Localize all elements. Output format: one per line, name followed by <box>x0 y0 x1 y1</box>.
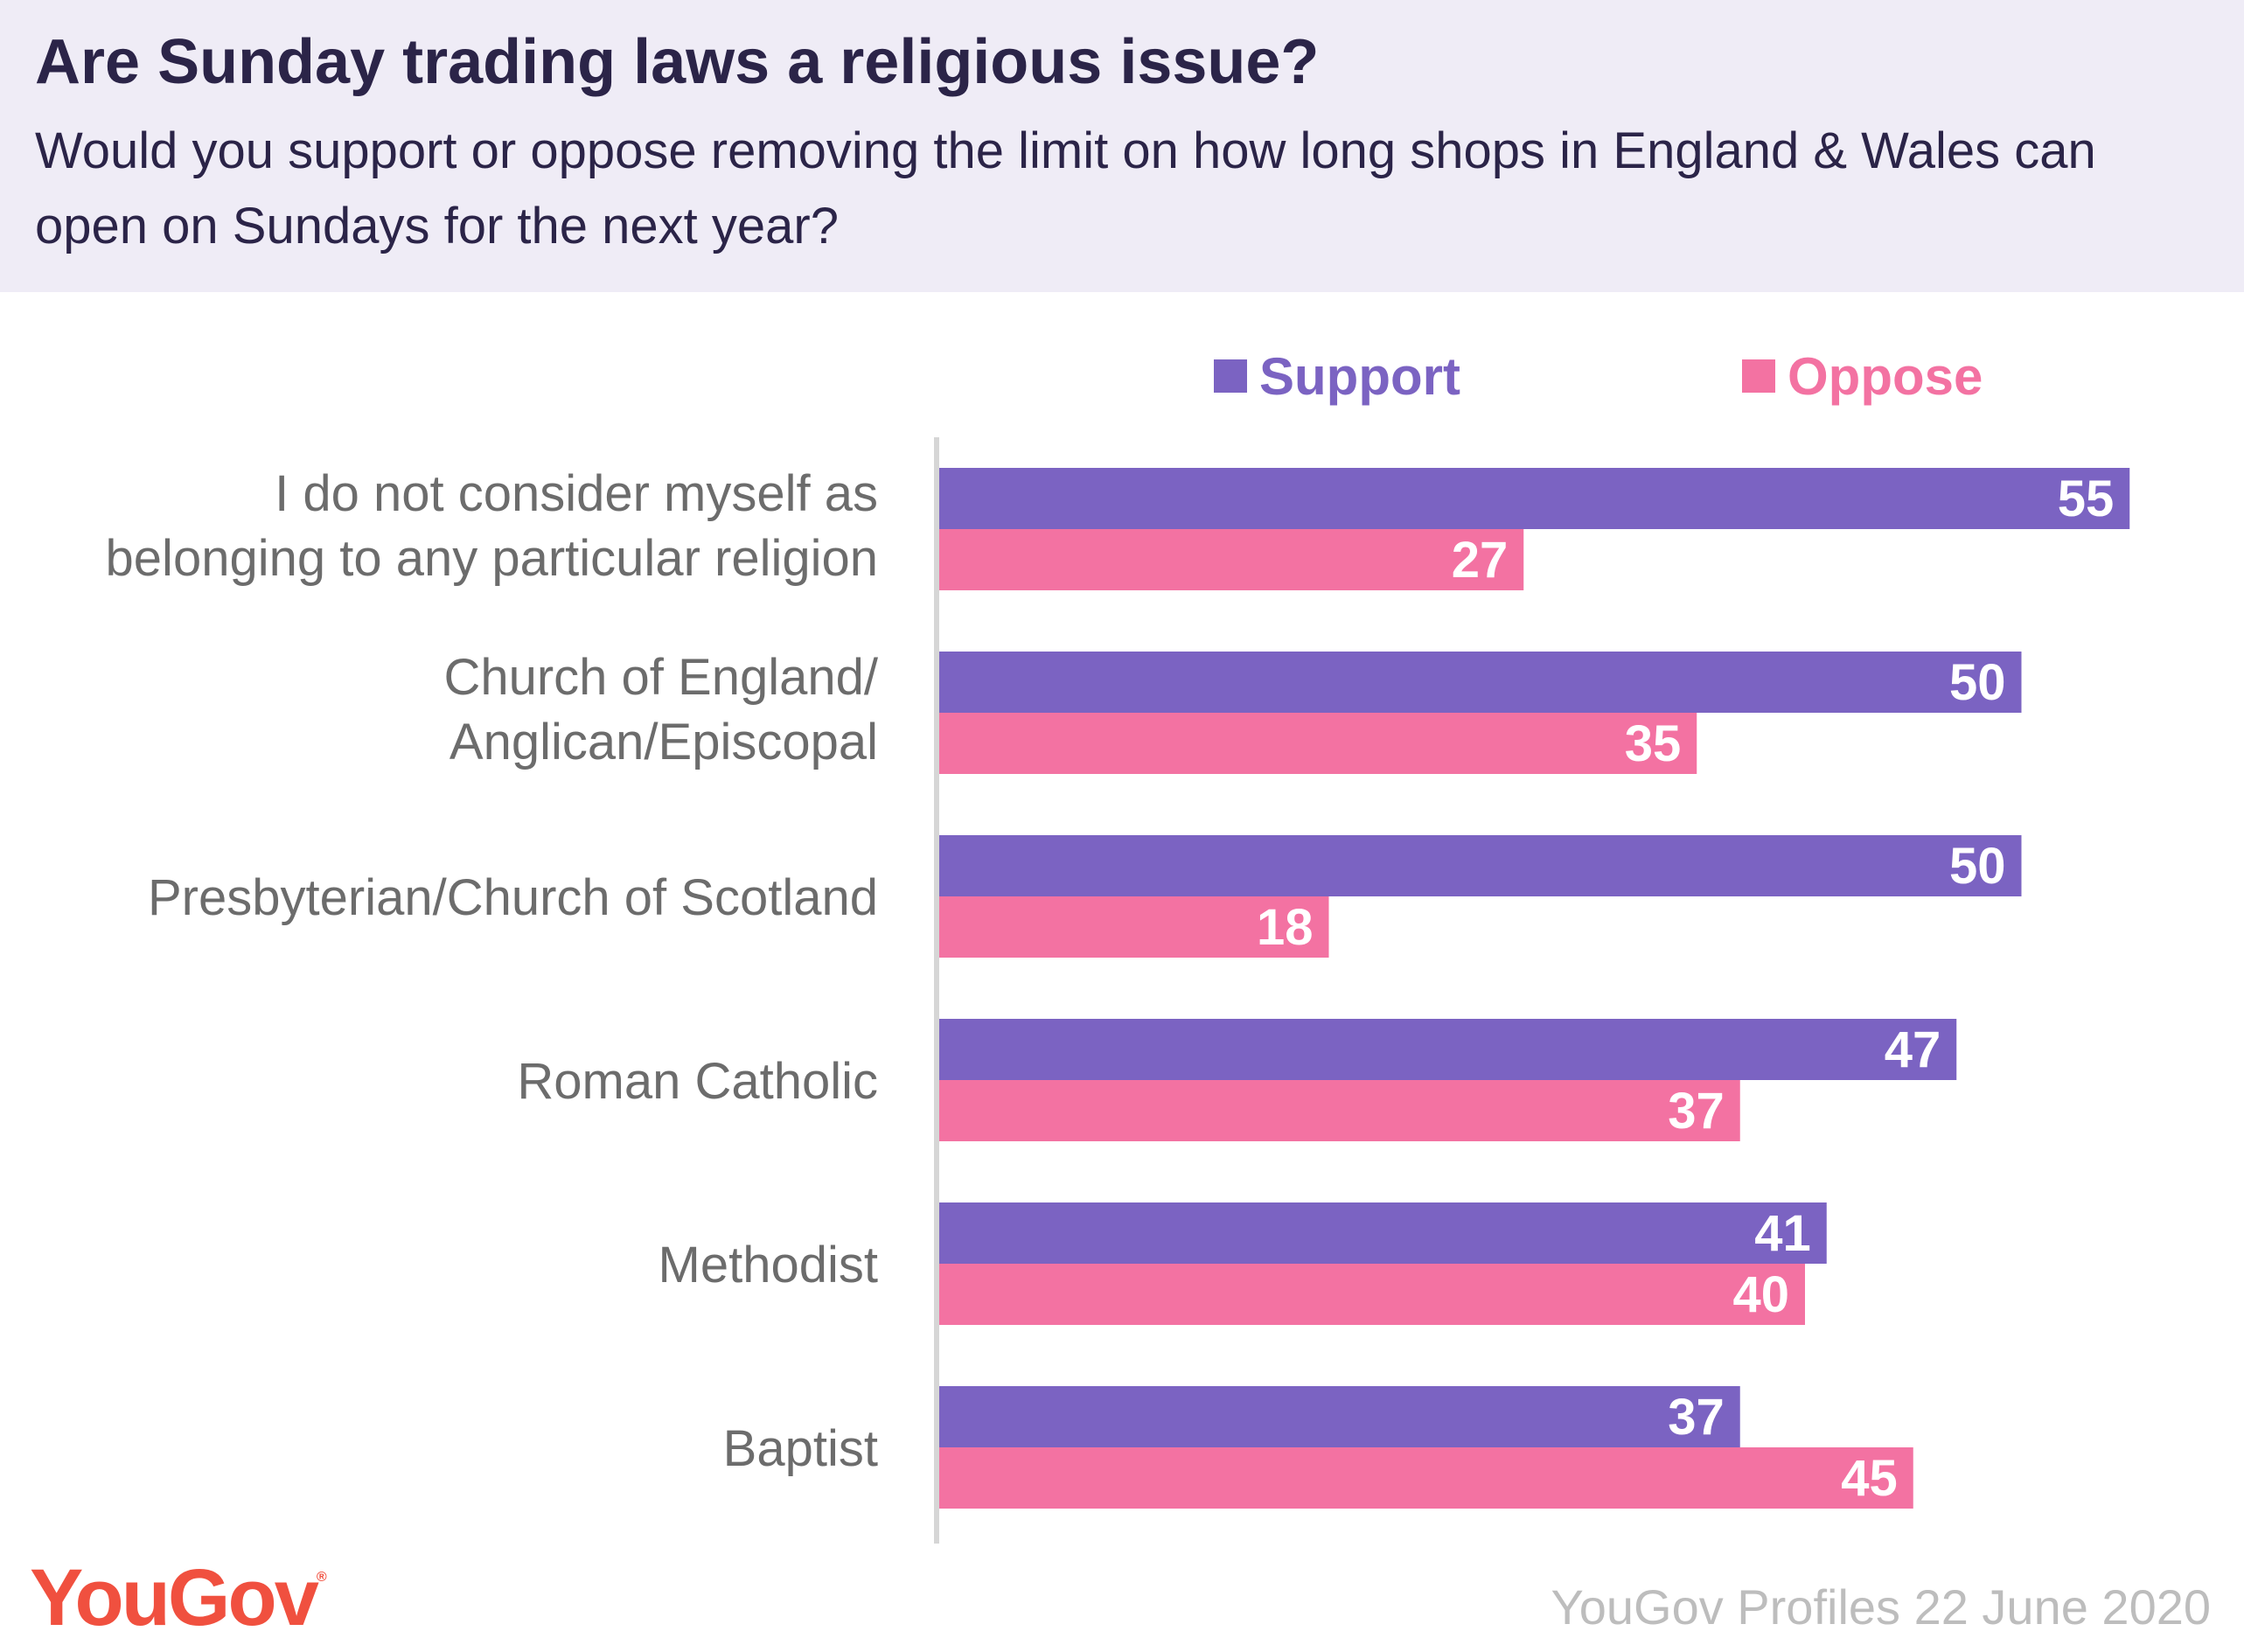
bar-oppose-2 <box>939 896 1329 958</box>
bar-value-support-3: 47 <box>1885 1021 1941 1078</box>
bar-value-oppose-5: 45 <box>1841 1450 1898 1507</box>
category-axis-line <box>934 437 939 1544</box>
source-note: YouGov Profiles 22 June 2020 <box>1551 1579 2211 1635</box>
registered-mark: ® <box>316 1570 327 1585</box>
bar-value-oppose-1: 35 <box>1625 715 1682 772</box>
category-label-presbyterian: Presbyterian/Church of Scotland <box>148 869 878 926</box>
bar-support-2 <box>939 835 2022 896</box>
legend-support-label: Support <box>1259 346 1460 406</box>
bar-support-5 <box>939 1386 1740 1447</box>
legend-support-swatch <box>1214 359 1247 393</box>
bar-support-4 <box>939 1202 1827 1264</box>
legend-oppose: Oppose <box>1742 345 1983 407</box>
category-label-church-of-england: Church of England/ Anglican/Episcopal <box>443 649 878 770</box>
header-banner: Are Sunday trading laws a religious issu… <box>0 0 2244 292</box>
bar-value-oppose-3: 37 <box>1668 1083 1725 1140</box>
bar-oppose-3 <box>939 1080 1740 1141</box>
category-label-methodist: Methodist <box>658 1237 878 1293</box>
bar-oppose-4 <box>939 1264 1805 1325</box>
category-label-roman-catholic: Roman Catholic <box>517 1053 878 1110</box>
category-label-baptist: Baptist <box>722 1420 878 1477</box>
bar-support-1 <box>939 652 2022 713</box>
chart-title: Are Sunday trading laws a religious issu… <box>35 27 1320 97</box>
bar-support-0 <box>939 468 2130 529</box>
legend-support: Support <box>1214 345 1460 407</box>
category-label-no-religion: I do not consider myself as belonging to… <box>105 465 878 587</box>
bar-value-support-2: 50 <box>1949 838 2006 895</box>
legend-oppose-swatch <box>1742 359 1775 393</box>
bar-value-support-1: 50 <box>1949 654 2006 711</box>
yougov-logo: YouGov® <box>30 1552 327 1644</box>
bar-value-oppose-4: 40 <box>1732 1266 1789 1323</box>
bar-oppose-5 <box>939 1447 1913 1509</box>
bar-oppose-1 <box>939 713 1697 774</box>
logo-text: YouGov <box>30 1553 319 1642</box>
bar-value-support-4: 41 <box>1754 1205 1811 1262</box>
bar-oppose-0 <box>939 529 1524 590</box>
bar-value-support-0: 55 <box>2058 471 2115 527</box>
chart-subtitle: Would you support or oppose removing the… <box>35 122 2096 254</box>
legend-oppose-label: Oppose <box>1788 346 1983 406</box>
bar-value-oppose-2: 18 <box>1257 899 1314 956</box>
bar-value-support-5: 37 <box>1668 1389 1725 1446</box>
bar-value-oppose-0: 27 <box>1452 532 1509 589</box>
bar-support-3 <box>939 1019 1957 1080</box>
